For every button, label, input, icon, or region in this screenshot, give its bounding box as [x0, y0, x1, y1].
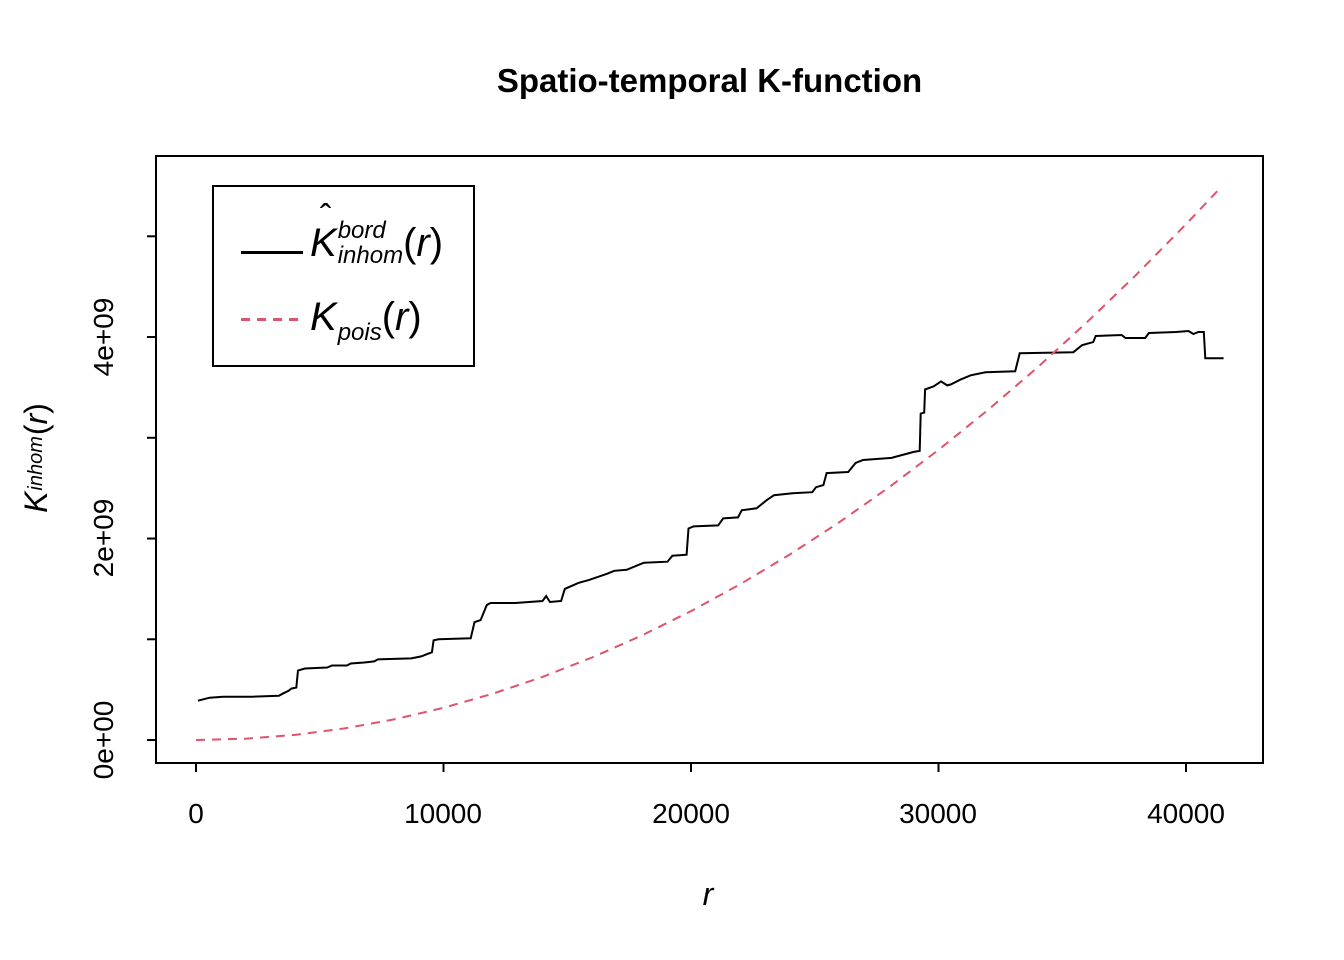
y-axis-label-main: K	[17, 491, 54, 513]
x-tick-label-20000: 20000	[652, 798, 730, 829]
legend-label-khat-inhom-bord: K ˆ bord inhom (r)	[310, 198, 444, 270]
y-tick-label-2e09: 2e+09	[88, 498, 119, 578]
legend-box: K ˆ bord inhom (r) Kpois(r)	[212, 185, 475, 367]
legend2-variable: r	[395, 295, 409, 339]
x-tick-label-0: 0	[188, 798, 204, 829]
legend2-k-symbol: K	[310, 295, 337, 339]
legend1-subscript: inhom	[337, 242, 404, 270]
legend-dashed-line-swatch	[241, 318, 303, 321]
legend2-paren-close: )	[408, 295, 422, 339]
legend1-supsub: bord inhom	[337, 217, 404, 270]
legend-label-k-pois: Kpois(r)	[310, 295, 422, 347]
legend1-paren-close: )	[429, 221, 444, 265]
legend1-variable: r	[416, 221, 430, 265]
x-tick-label-30000: 30000	[899, 798, 977, 829]
y-tick-label-0e00: 0e+00	[88, 700, 119, 780]
x-tick-label-40000: 40000	[1147, 798, 1225, 829]
legend1-paren-open: (	[403, 221, 417, 265]
chart-title: Spatio-temporal K-function	[496, 62, 923, 99]
legend1-superscript: bord	[337, 217, 386, 245]
hat-accent: ˆ	[320, 198, 332, 236]
x-tick-label-10000: 10000	[404, 798, 482, 829]
series-curve-K-pois-theoretical	[195, 188, 1221, 741]
y-axis-label-variable: r	[17, 413, 54, 425]
series-curve-Khat-inhom-bord-estimate	[197, 329, 1224, 702]
y-tick-label-4e09: 4e+09	[88, 297, 119, 377]
legend-solid-line-swatch	[241, 251, 303, 254]
y-axis-label-subscript: inhom	[24, 436, 47, 491]
plot-frame	[155, 155, 1264, 764]
y-axis-label-paren-open: (	[17, 424, 54, 436]
legend2-paren-open: (	[381, 295, 396, 339]
legend2-subscript: pois	[337, 319, 382, 346]
y-axis-label-paren-close: )	[17, 403, 54, 414]
x-axis-label: r	[702, 876, 714, 912]
